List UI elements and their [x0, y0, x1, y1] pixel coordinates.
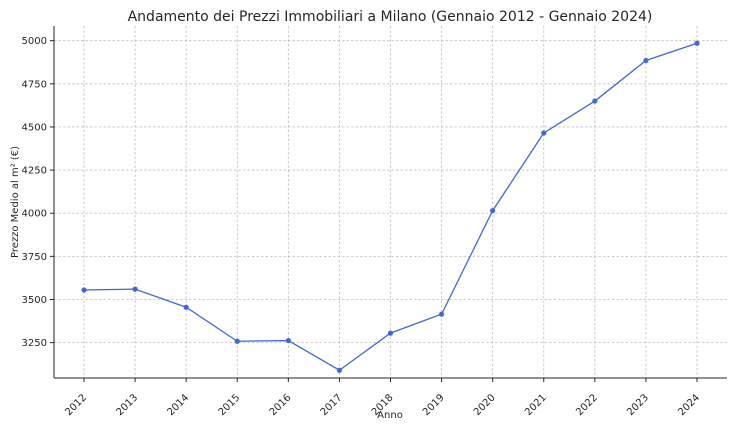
data-point — [490, 208, 496, 214]
x-tick-label: 2014 — [166, 392, 192, 418]
data-point — [132, 286, 138, 292]
y-axis-label: Prezzo Medio al m² (€) — [10, 146, 21, 258]
series — [81, 40, 700, 373]
x-tick-label: 2021 — [523, 392, 549, 418]
x-tick-label: 2019 — [421, 392, 447, 418]
x-tick-label: 2020 — [472, 392, 498, 418]
x-axis-label: Anno — [377, 410, 403, 421]
y-tick-label: 4000 — [22, 209, 47, 220]
x-tick-label: 2024 — [676, 392, 702, 418]
x-tick-label: 2013 — [114, 392, 140, 418]
x-tick-label: 2012 — [63, 392, 89, 418]
y-tick-label: 3250 — [22, 338, 47, 349]
y-tick-label: 5000 — [22, 36, 47, 47]
data-point — [183, 304, 189, 310]
x-tick-label: 2023 — [625, 392, 651, 418]
data-point — [541, 130, 547, 136]
data-point — [285, 337, 291, 344]
y-tick-label: 4500 — [22, 122, 47, 133]
y-tick-label: 3750 — [22, 252, 47, 263]
data-point — [592, 98, 598, 104]
data-point — [643, 57, 649, 64]
data-point — [387, 330, 394, 336]
y-tick-label: 4250 — [22, 166, 47, 177]
data-point — [81, 287, 87, 293]
data-point — [438, 311, 445, 317]
x-tick-label: 2015 — [217, 392, 243, 418]
data-point — [336, 367, 343, 373]
y-tick-label: 3500 — [22, 295, 47, 306]
x-tick-label: 2017 — [319, 392, 345, 418]
data-point — [694, 40, 700, 46]
y-ticks: 3250 3500 3750 4000 4250 4500 4750 5000 — [22, 36, 54, 349]
grid — [54, 26, 727, 378]
x-tick-label: 2022 — [574, 392, 600, 418]
chart-title: Andamento dei Prezzi Immobiliari a Milan… — [128, 9, 653, 25]
x-tick-label: 2016 — [268, 392, 294, 418]
data-point — [234, 338, 240, 344]
y-tick-label: 4750 — [22, 79, 47, 90]
